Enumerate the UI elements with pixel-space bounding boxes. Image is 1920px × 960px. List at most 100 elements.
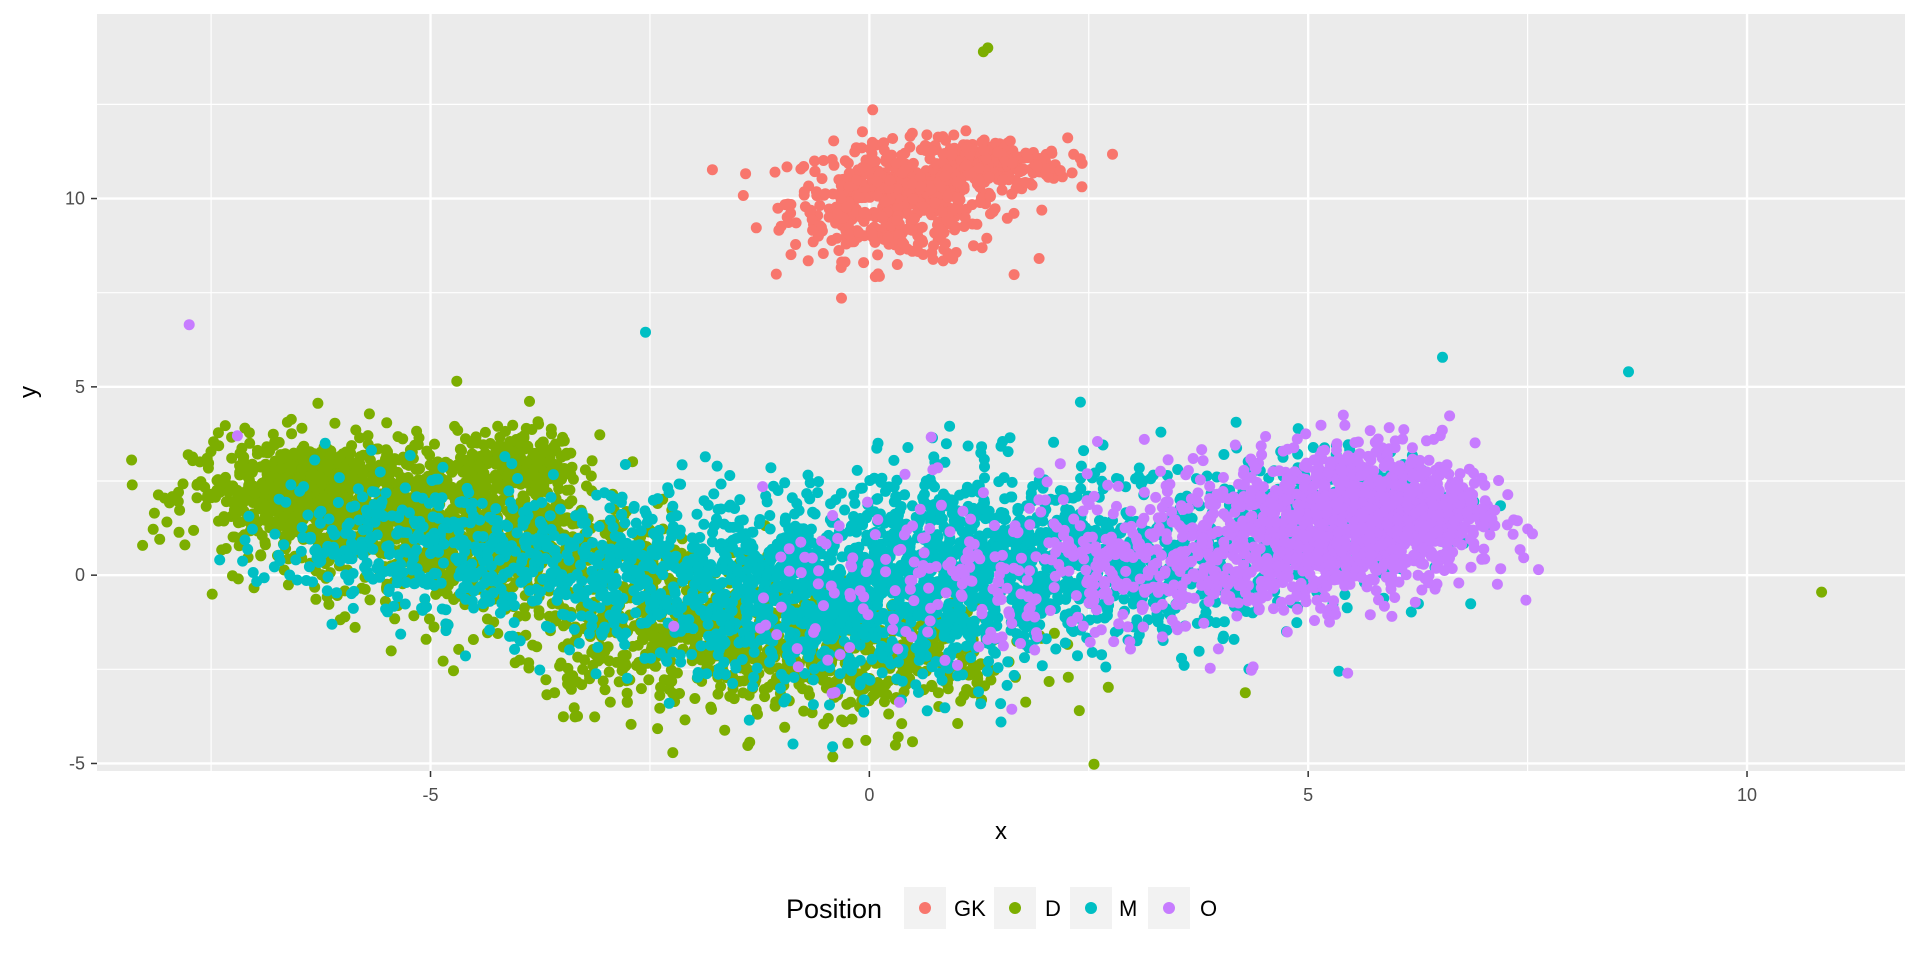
data-point [957,669,968,681]
data-point [831,232,843,244]
data-point [639,652,651,664]
data-point [1048,627,1060,639]
data-point [798,705,810,717]
data-point [973,175,985,187]
data-point [446,503,458,515]
data-point [187,455,199,467]
data-point [395,628,407,640]
data-point [505,496,516,508]
data-point [362,430,374,442]
data-point [1239,687,1251,699]
data-point [415,506,427,518]
data-point [1074,396,1086,408]
data-point [691,508,703,520]
data-point [527,595,539,607]
data-point [201,452,213,464]
data-point [437,655,449,667]
data-point [587,554,599,565]
data-point [853,192,865,204]
data-point [277,473,289,485]
data-point [724,620,735,632]
data-point [237,497,249,509]
data-point [509,545,521,557]
data-point [1014,166,1026,178]
data-point [527,639,539,651]
data-point [745,538,757,550]
data-point [785,249,797,261]
data-point [851,174,863,186]
data-point [907,178,919,190]
data-point [494,431,506,443]
data-point [262,512,274,524]
data-point [827,741,839,753]
data-point [605,490,617,502]
data-point [914,171,926,183]
data-point [239,422,251,434]
data-point [1020,696,1032,708]
data-point [896,718,908,730]
data-point [872,190,884,202]
data-point [818,155,829,166]
data-point [519,566,531,578]
data-point [643,674,655,686]
data-point [769,166,781,178]
data-point [1006,157,1018,169]
data-point [976,242,988,254]
data-point [1022,152,1034,164]
data-point [642,554,654,566]
data-point [599,684,611,696]
data-point [897,167,909,179]
data-point [734,494,746,506]
data-point [695,654,707,666]
data-point [944,420,956,432]
data-point [790,239,802,250]
data-point [258,485,270,497]
series-gk [706,104,1118,304]
data-point [780,610,792,622]
data-point [1066,167,1078,179]
data-point [200,500,212,512]
data-point [484,624,496,636]
data-point [590,668,602,680]
data-point [385,645,397,657]
data-point [997,174,1009,185]
data-point [477,486,489,498]
data-point [654,623,666,635]
data-point [730,589,742,601]
data-point [535,454,547,466]
data-points [126,42,1828,770]
data-point [779,673,791,685]
data-point [637,634,649,646]
data-point [906,224,918,236]
data-point [981,232,993,244]
data-point [288,447,300,459]
data-point [951,176,963,188]
data-point [255,549,267,561]
data-point [520,457,532,469]
data-point [646,630,658,642]
data-point [621,672,633,684]
data-point [858,694,870,706]
data-point [866,653,878,665]
data-point [617,613,629,625]
data-point [945,149,957,161]
data-point [611,593,623,605]
data-point [833,245,845,256]
data-point [566,495,578,507]
data-point [965,652,977,664]
data-point [816,173,828,185]
data-point [675,568,687,579]
data-point [824,622,836,634]
data-point [737,514,749,526]
data-point [876,650,888,662]
data-point [701,668,713,680]
data-point [460,465,472,476]
data-point [640,617,652,629]
data-point [1088,758,1100,770]
data-point [661,594,673,606]
data-point [507,419,519,431]
data-point [616,491,628,503]
data-point [1004,135,1016,147]
data-point [713,579,725,591]
data-point [892,183,903,195]
